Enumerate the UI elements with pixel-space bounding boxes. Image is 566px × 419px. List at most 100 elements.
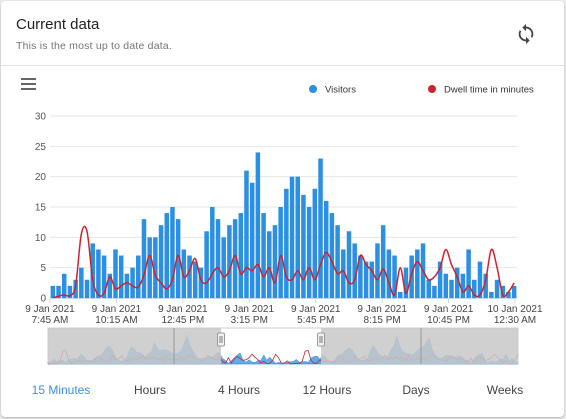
navigator-handle-right[interactable] bbox=[317, 332, 325, 347]
x-tick-label-date: 10 Jan 2021 bbox=[487, 304, 542, 315]
visitors-bar bbox=[175, 219, 181, 298]
x-tick-label-time: 5:45 PM bbox=[297, 315, 334, 326]
visitors-bar bbox=[181, 249, 187, 298]
visitors-bar bbox=[261, 213, 266, 298]
x-tick-label-time: 10:15 AM bbox=[95, 315, 137, 326]
visitors-bar bbox=[494, 279, 500, 298]
visitors-bar bbox=[301, 194, 306, 298]
visitors-bar bbox=[198, 267, 204, 298]
visitors-bar bbox=[466, 249, 471, 298]
tab-15-minutes[interactable]: 15 Minutes bbox=[31, 383, 91, 397]
visitors-bar bbox=[210, 207, 215, 298]
visitors-bar bbox=[409, 255, 414, 298]
visitors-bar bbox=[101, 255, 107, 298]
legend-marker bbox=[428, 85, 436, 93]
visitors-bar bbox=[278, 207, 283, 298]
visitors-bar bbox=[449, 279, 454, 298]
visitors-bar bbox=[96, 249, 101, 298]
visitors-bar bbox=[204, 231, 209, 298]
y-tick-label: 5 bbox=[40, 263, 46, 274]
visitors-bar bbox=[329, 213, 335, 298]
visitors-bar bbox=[90, 243, 95, 298]
x-tick-label-time: 12:45 PM bbox=[161, 315, 204, 326]
visitors-bar bbox=[147, 237, 152, 298]
visitors-bar bbox=[335, 225, 340, 298]
visitors-bar bbox=[56, 285, 61, 298]
y-tick-label: 10 bbox=[35, 233, 47, 244]
x-tick-label-time: 10:45 PM bbox=[427, 315, 470, 326]
x-tick-label-date: 9 Jan 2021 bbox=[424, 304, 474, 315]
visitors-bar bbox=[170, 207, 175, 298]
navigator-mask-left bbox=[48, 328, 221, 364]
visitors-bar bbox=[84, 279, 90, 298]
tab-12-hours[interactable]: 12 Hours bbox=[302, 383, 352, 397]
legend-label: Visitors bbox=[325, 85, 356, 96]
visitors-bar bbox=[318, 158, 323, 298]
card-subtitle: This is the most up to date data. bbox=[16, 40, 173, 52]
hamburger-menu-icon[interactable] bbox=[21, 78, 37, 92]
visitors-bar bbox=[141, 219, 147, 298]
visitors-bar bbox=[215, 219, 221, 298]
visitors-bar bbox=[255, 152, 261, 298]
visitors-bar bbox=[403, 267, 409, 298]
legend-marker bbox=[309, 85, 317, 93]
visitors-bar bbox=[238, 213, 244, 298]
tab-weeks[interactable]: Weeks bbox=[486, 383, 524, 397]
x-tick-label-date: 9 Jan 2021 bbox=[291, 304, 341, 315]
visitors-bar bbox=[232, 219, 238, 298]
visitors-bar bbox=[289, 176, 295, 298]
visitors-bar bbox=[346, 231, 352, 298]
visitors-bar bbox=[267, 231, 272, 298]
visitors-bar bbox=[398, 291, 403, 298]
visitors-bar bbox=[506, 291, 511, 298]
x-tick-label-date: 9 Jan 2021 bbox=[357, 304, 407, 315]
visitors-bar bbox=[375, 243, 380, 298]
x-tick-label-time: 3:15 PM bbox=[231, 315, 268, 326]
dwell-time-line bbox=[52, 225, 515, 299]
x-tick-label-time: 7:45 AM bbox=[32, 315, 69, 326]
y-tick-label: 25 bbox=[35, 142, 47, 153]
visitors-bar bbox=[67, 285, 73, 298]
visitors-bar bbox=[221, 237, 226, 298]
visitors-bar bbox=[358, 255, 363, 298]
visitors-bar bbox=[295, 176, 300, 298]
visitors-bar bbox=[380, 225, 386, 298]
x-tick-label-date: 9 Jan 2021 bbox=[158, 304, 208, 315]
visitors-bar bbox=[79, 267, 84, 298]
visitors-bar bbox=[187, 255, 192, 298]
tab-days[interactable]: Days bbox=[402, 383, 430, 397]
y-tick-label: 0 bbox=[40, 294, 46, 305]
visitors-bar bbox=[50, 285, 56, 298]
visitors-bar bbox=[511, 285, 517, 298]
x-tick-label-date: 9 Jan 2021 bbox=[92, 304, 142, 315]
visitors-bar bbox=[341, 249, 346, 298]
visitors-bar bbox=[489, 291, 494, 298]
visitors-bar bbox=[164, 213, 169, 298]
visitors-bar bbox=[306, 207, 312, 298]
tab-hours[interactable]: Hours bbox=[133, 383, 167, 397]
visitors-bar bbox=[244, 170, 249, 298]
x-tick-label-time: 8:15 PM bbox=[364, 315, 401, 326]
visitors-bar bbox=[443, 273, 449, 298]
visitors-bar bbox=[272, 225, 278, 298]
visitors-bar bbox=[460, 273, 466, 298]
legend-label: Dwell time in minutes bbox=[444, 85, 534, 96]
visitors-bar bbox=[113, 249, 118, 298]
x-tick-label-time: 12:30 AM bbox=[494, 315, 536, 326]
refresh-icon[interactable] bbox=[515, 23, 537, 45]
visitors-bar bbox=[392, 255, 397, 298]
range-tabs: 15 Minutes Hours 4 Hours 12 Hours Days W… bbox=[1, 377, 564, 405]
y-tick-label: 15 bbox=[35, 203, 47, 214]
visitors-bar bbox=[136, 255, 141, 298]
card-header: Current data This is the most up to date… bbox=[1, 1, 564, 66]
visitors-bar bbox=[284, 188, 289, 298]
visitors-bar bbox=[432, 285, 437, 298]
visitors-bar bbox=[477, 261, 483, 298]
x-tick-label-date: 9 Jan 2021 bbox=[25, 304, 75, 315]
visitors-bar bbox=[352, 243, 357, 298]
navigator-handle-left[interactable] bbox=[217, 332, 225, 347]
tab-4-hours[interactable]: 4 Hours bbox=[217, 383, 261, 397]
visitors-bar bbox=[130, 267, 135, 298]
visitors-bar bbox=[249, 182, 255, 298]
visitors-bar bbox=[153, 237, 158, 298]
